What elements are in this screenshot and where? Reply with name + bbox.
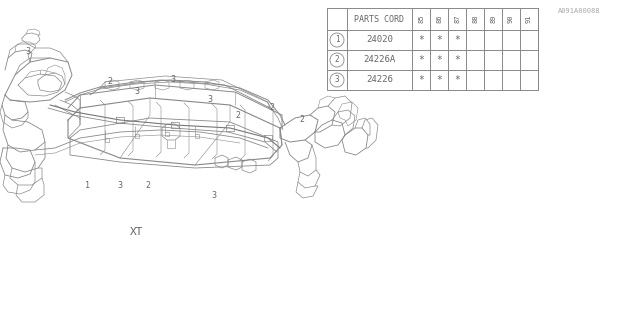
Text: A091A00088: A091A00088 <box>557 8 600 14</box>
Text: 2: 2 <box>269 103 275 113</box>
Text: 85: 85 <box>418 15 424 23</box>
Text: 90: 90 <box>508 15 514 23</box>
Text: 3: 3 <box>207 95 212 105</box>
Text: 91: 91 <box>526 15 532 23</box>
Bar <box>327 8 538 90</box>
Text: 3: 3 <box>134 87 140 97</box>
Text: 88: 88 <box>472 15 478 23</box>
Text: *: * <box>436 35 442 45</box>
Text: 24020: 24020 <box>366 36 393 44</box>
Text: *: * <box>454 75 460 85</box>
Text: XT: XT <box>131 227 144 237</box>
Text: 3: 3 <box>211 190 216 199</box>
Text: 24226: 24226 <box>366 76 393 84</box>
Text: 2: 2 <box>300 116 305 124</box>
Text: 3: 3 <box>26 47 31 57</box>
Text: PARTS CORD: PARTS CORD <box>355 14 404 23</box>
Text: 87: 87 <box>454 15 460 23</box>
Text: *: * <box>418 75 424 85</box>
Text: *: * <box>436 55 442 65</box>
Text: 3: 3 <box>170 76 175 84</box>
Text: 2: 2 <box>145 180 150 189</box>
Text: 2: 2 <box>108 77 113 86</box>
Text: *: * <box>454 55 460 65</box>
Text: 2: 2 <box>335 55 339 65</box>
Text: 86: 86 <box>436 15 442 23</box>
Text: 89: 89 <box>490 15 496 23</box>
Text: *: * <box>454 35 460 45</box>
Text: 1: 1 <box>335 36 339 44</box>
Text: 1: 1 <box>86 180 90 189</box>
Text: 3: 3 <box>335 76 339 84</box>
Text: *: * <box>436 75 442 85</box>
Text: 24226A: 24226A <box>364 55 396 65</box>
Text: *: * <box>418 35 424 45</box>
Text: *: * <box>418 55 424 65</box>
Text: 3: 3 <box>118 180 122 189</box>
Text: 2: 2 <box>236 110 241 119</box>
